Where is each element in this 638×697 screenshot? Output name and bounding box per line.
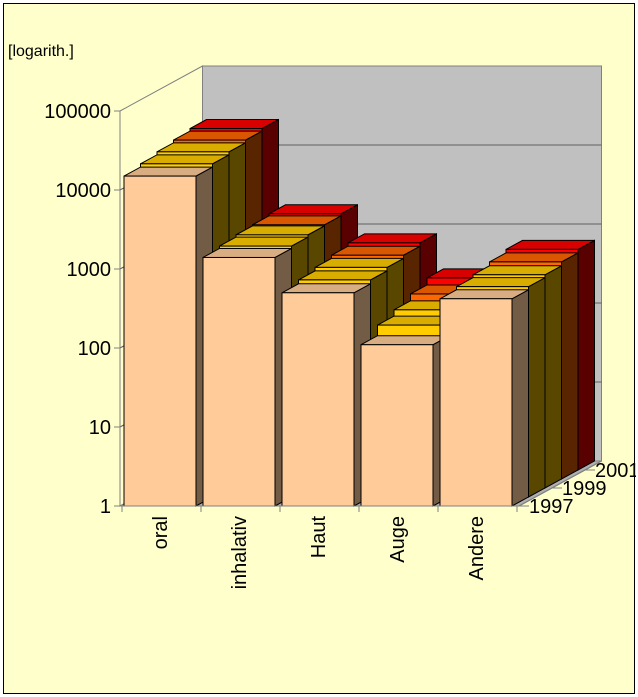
y-tick-label: 100000 — [44, 101, 111, 123]
bar-side — [528, 276, 546, 498]
bar-top — [472, 265, 562, 276]
bar-top — [281, 283, 371, 294]
bar-top — [252, 215, 342, 226]
x-tick-label: Andere — [466, 516, 488, 581]
bar-front — [202, 256, 276, 507]
depth-tick-label: 1997 — [529, 496, 574, 518]
y-tick-label: 1000 — [67, 259, 112, 281]
bar-front — [360, 344, 434, 507]
depth-tick-label: 2001 — [595, 460, 636, 482]
bar-side — [544, 264, 562, 489]
x-tick-label: inhalativ — [229, 516, 251, 589]
x-tick-label: Haut — [308, 516, 330, 559]
bar-top — [189, 119, 279, 130]
bar-top — [140, 154, 230, 165]
bar-top — [123, 166, 213, 177]
bar — [439, 288, 529, 507]
bar-top — [314, 257, 404, 268]
y-tick-label: 100 — [78, 338, 111, 360]
depth-axis — [518, 460, 602, 507]
bar-top — [202, 247, 292, 258]
chart-axes: 1 10 100 1000 10000 100000 oral inhalativ Haut Au… — [44, 101, 636, 589]
bar-top — [235, 225, 325, 236]
bar-top — [439, 289, 529, 300]
bar-top — [219, 236, 309, 247]
bar-top — [173, 130, 263, 141]
bar-front — [123, 175, 197, 507]
depth-tick-label: 1999 — [562, 478, 607, 500]
y-tick-label: 10 — [89, 417, 111, 439]
bar-top — [331, 245, 421, 256]
bar-top — [156, 142, 246, 153]
y-scale-note: [logarith.] — [8, 43, 74, 60]
x-tick-label: Auge — [387, 516, 409, 563]
chart-bars — [123, 118, 595, 507]
bar-top — [505, 239, 595, 250]
y-tick-label: 10000 — [55, 180, 111, 202]
chart-svg: 1 10 100 1000 10000 100000 oral inhalativ Haut Au… — [8, 43, 636, 589]
bar-side — [577, 239, 595, 471]
bar-top — [347, 233, 437, 244]
chart-frame: 1 10 100 1000 10000 100000 oral inhalativ Haut Au… — [3, 3, 636, 694]
bar-top — [360, 335, 450, 346]
bar-side — [511, 288, 529, 507]
bar-top — [268, 204, 358, 215]
bar — [202, 247, 292, 507]
bar-top — [298, 270, 388, 281]
bar — [360, 334, 450, 507]
bar — [281, 282, 371, 507]
bar-front — [281, 292, 355, 507]
bar-front — [439, 298, 513, 507]
bar-top — [456, 277, 546, 288]
bar-top — [489, 252, 579, 263]
bar — [123, 166, 213, 507]
bar-side — [561, 252, 579, 480]
y-tick-label: 1 — [100, 496, 111, 518]
x-tick-label: oral — [150, 516, 172, 549]
